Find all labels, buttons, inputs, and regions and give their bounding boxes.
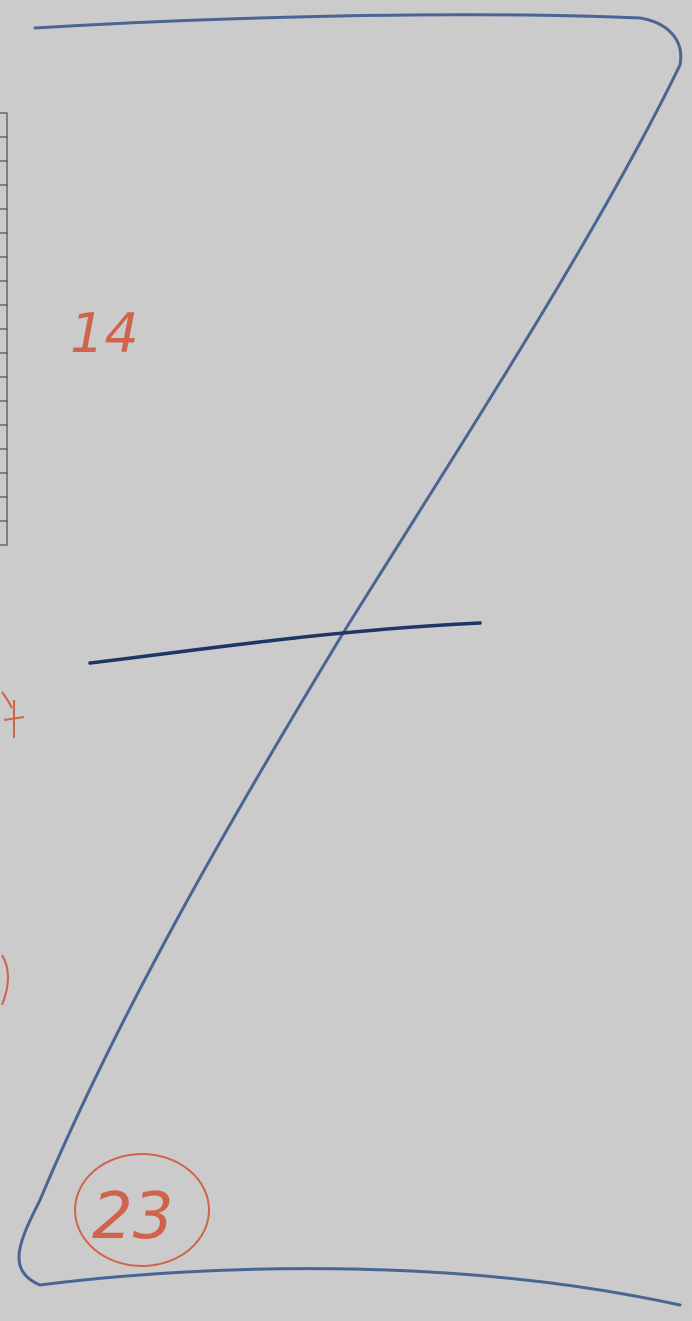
top-mark: 14 (70, 302, 139, 365)
circled-mark: 23 (92, 1180, 173, 1254)
page: 14 23 (() => { const data = JSON.parse(d… (0, 0, 692, 1321)
scan: 14 23 (0, 0, 692, 1321)
